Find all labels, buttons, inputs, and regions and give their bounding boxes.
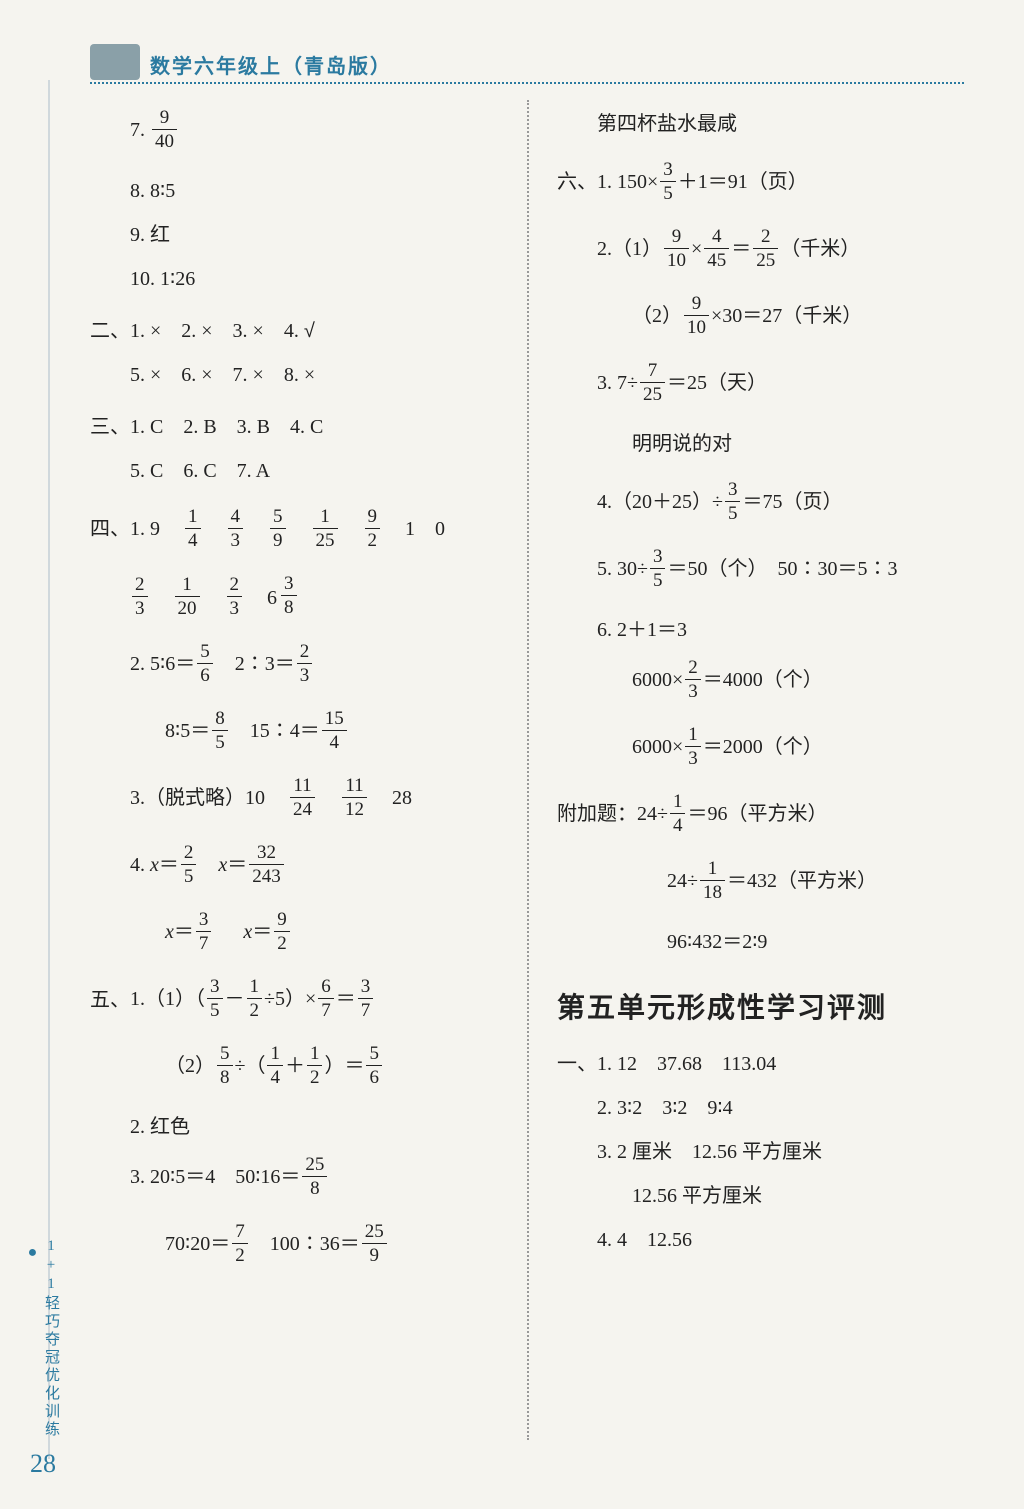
header-divider [90,82,964,84]
ans-1-7: 7. 940 [90,110,497,153]
ans-1-9: 9. 红 [90,221,497,249]
sec3-label: 三、 [90,413,130,441]
extra-2: 24÷118＝432（平方米） [557,861,964,904]
sec6-3: 3. 7÷725＝25（天） [557,363,964,406]
sec3-answers: 1. C 2. B 3. B 4. C [130,416,323,438]
sec6-2a: 2.（1）910×445＝225（千米） [557,229,964,272]
ans-1-10: 10. 1∶26 [90,265,497,293]
tail: 1 0 [405,518,445,540]
sec2-row1: 二、1. × 2. × 3. × 4. √ [90,317,497,345]
sec6-4: 4.（20＋25）÷35＝75（页） [557,482,964,525]
page-number: 28 [30,1449,56,1479]
lead: 1. 9 [130,518,160,540]
sec5-3b: 70∶20＝72 100∶36＝259 [90,1224,497,1267]
sec3-row1: 三、1. C 2. B 3. B 4. C [90,413,497,441]
sec6-3-note: 明明说的对 [557,430,964,458]
sec4-2b: 8∶5＝85 15∶4＝154 [90,711,497,754]
u5-1-row3b: 12.56 平方厘米 [557,1182,964,1210]
unit5-heading: 第五单元形成性学习评测 [557,986,964,1026]
sec6-2b: （2）910×30＝27（千米） [557,296,964,339]
sec6-1: 六、1. 150×35＋1＝91（页） [557,162,964,205]
sec4-4a: 4. x＝25 x＝32243 [90,845,497,888]
mixed-number: 638 [267,576,299,619]
fraction: 940 [152,108,177,151]
sec6-6c: 6000×13＝2000（个） [557,727,964,770]
sec5-label: 五、 [90,986,130,1014]
sec6-6b: 6000×23＝4000（个） [557,660,964,703]
right-column: 第四杯盐水最咸 六、1. 150×35＋1＝91（页） 2.（1）910×445… [522,100,964,1480]
sec4-1a: 四、1. 9 14 43 59 125 92 1 0 [90,509,497,552]
sec5-1: 五、1.（1）（35－12÷5）×67＝37 [90,979,497,1022]
left-column: 7. 940 8. 8∶5 9. 红 10. 1∶26 二、1. × 2. × … [90,100,522,1480]
sec2-label: 二、 [90,317,130,345]
ans-1-8: 8. 8∶5 [90,177,497,205]
sec4-1b: 23 120 23 638 [90,576,497,620]
content-columns: 7. 940 8. 8∶5 9. 红 10. 1∶26 二、1. × 2. × … [90,100,964,1480]
check-icon: √ [304,320,315,342]
sec2-answers: 1. × 2. × 3. × 4. [130,320,304,342]
sec5-1-2: （2）58÷（14＋12）＝56 [90,1046,497,1089]
sec6-5: 5. 30÷35＝50（个） 50∶30＝5∶3 [557,549,964,592]
sec6-6a: 6. 2＋1＝3 [557,616,964,644]
extra-3: 96∶432＝2∶9 [557,928,964,956]
r-top: 第四杯盐水最咸 [557,110,964,138]
u5-1-row1: 一、1. 12 37.68 113.04 [557,1050,964,1078]
sec4-4b: x＝37x＝92 [90,912,497,955]
header-logo [90,44,140,80]
side-strip: 1+1轻巧夺冠优化训练 [38,1238,62,1439]
u5-1-label: 一、 [557,1050,597,1078]
u5-1-row4: 4. 4 12.56 [557,1226,964,1254]
sec4-3: 3.（脱式略）10 1124 1112 28 [90,778,497,821]
sec4-label: 四、 [90,515,130,543]
sec5-3a: 3. 20∶5＝4 50∶16＝258 [90,1157,497,1200]
label: 7. [130,119,150,141]
u5-1-row3: 3. 2 厘米 12.56 平方厘米 [557,1138,964,1166]
extra-1: 附加题：24÷14＝96（平方米） [557,794,964,837]
header-title: 数学六年级上（青岛版） [150,50,392,79]
page-header: 数学六年级上（青岛版） [90,50,964,90]
sec6-label: 六、 [557,168,597,196]
u5-1-row2: 2. 3∶2 3∶2 9∶4 [557,1094,964,1122]
sec3-row2: 5. C 6. C 7. A [90,457,497,485]
row: 1. 12 37.68 113.04 [597,1053,776,1075]
page: 数学六年级上（青岛版） 1+1轻巧夺冠优化训练 28 7. 940 8. 8∶5… [0,0,1024,1509]
sec4-2a: 2. 5∶6＝56 2∶3＝23 [90,644,497,687]
sec5-2: 2. 红色 [90,1113,497,1141]
sec2-row2: 5. × 6. × 7. × 8. × [90,361,497,389]
